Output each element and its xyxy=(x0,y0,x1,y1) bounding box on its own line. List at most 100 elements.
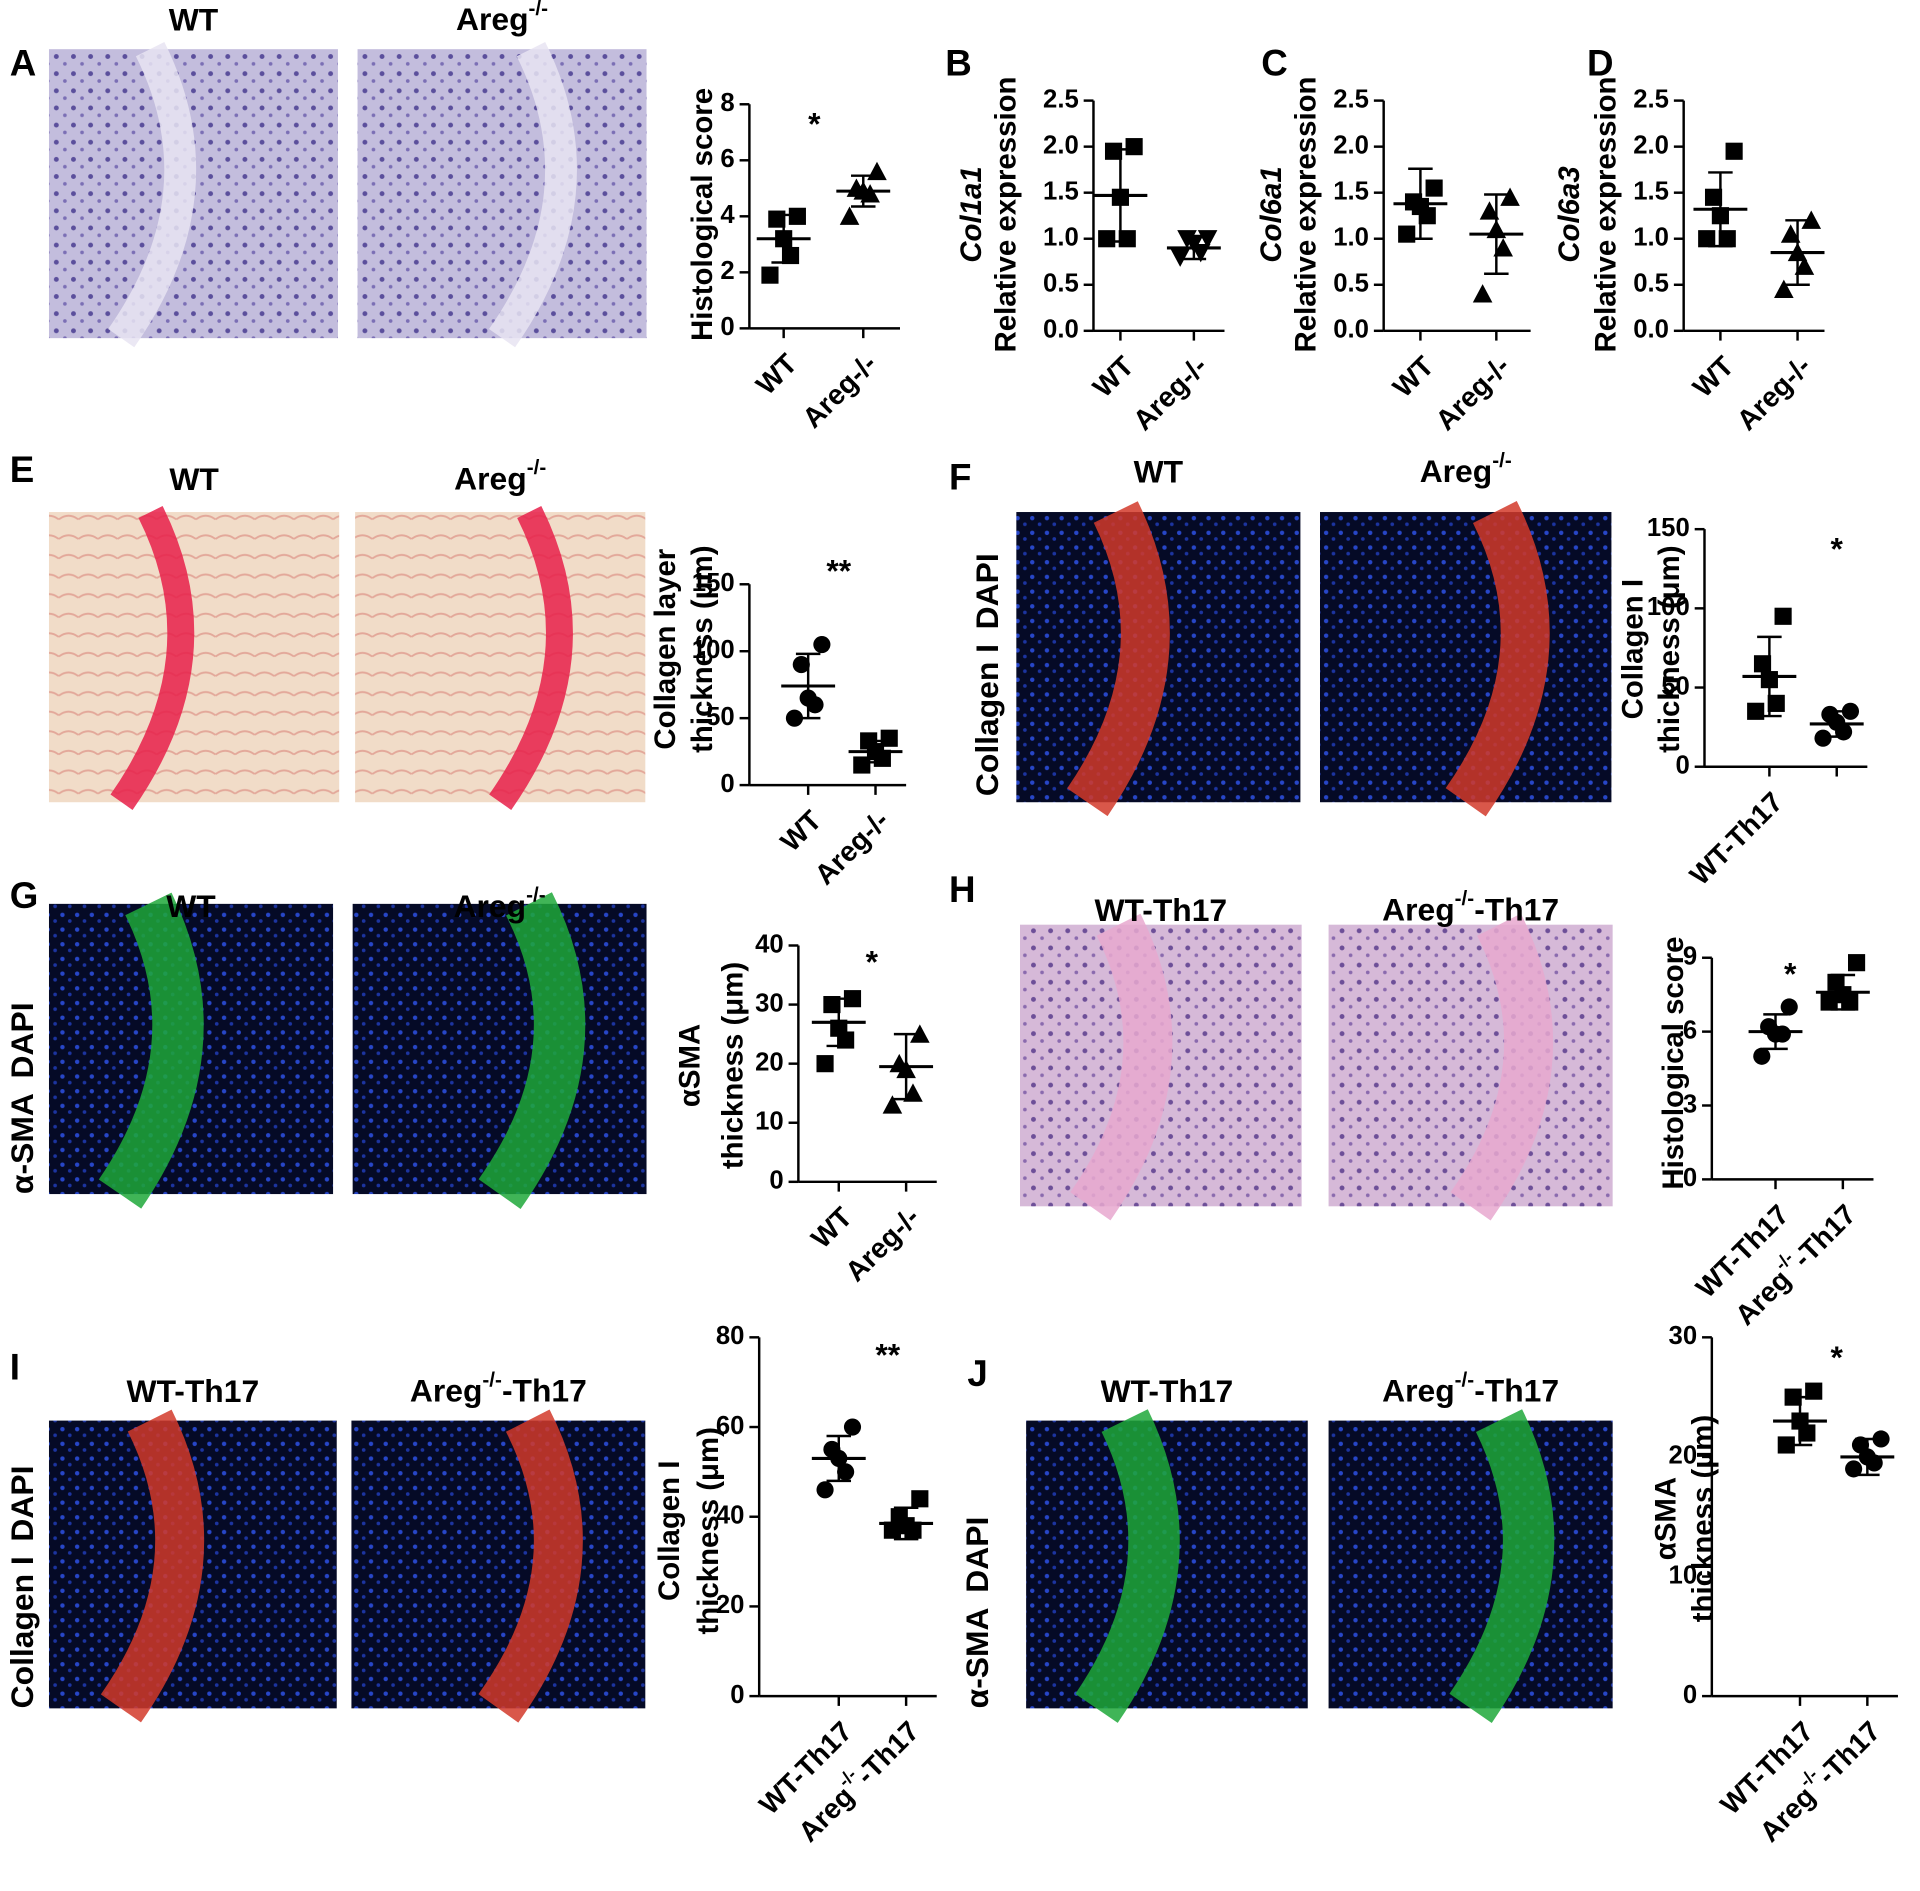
panel: I WT-Th17 Areg-/--Th17 Collagen I DAPI 0 20 40 6… xyxy=(4,1322,937,1848)
data-point xyxy=(1725,142,1743,160)
y-tick-label: 0.5 xyxy=(1633,270,1669,298)
y-tick-label: 1.5 xyxy=(1043,177,1079,205)
tissue-layer xyxy=(1445,501,1550,817)
stain-label: α-SMA xyxy=(959,1607,995,1708)
x-tick-label: Areg-/- xyxy=(1731,350,1817,436)
image-label: WT-Th17 xyxy=(1101,1373,1234,1409)
error-bar xyxy=(1785,219,1810,286)
y-tick-label: 2.5 xyxy=(1333,85,1369,113)
y-tick-label: 0 xyxy=(1683,1681,1697,1709)
y-tick-label: 2.5 xyxy=(1633,85,1669,113)
y-tick-label: 1.0 xyxy=(1633,224,1669,252)
tissue-layer xyxy=(478,1409,583,1723)
image-label: WT-Th17 xyxy=(1095,892,1228,928)
y-tick-label: 0 xyxy=(1683,1164,1697,1192)
y-axis-label: Collagen I xyxy=(1616,579,1649,719)
y-tick-label: 2.0 xyxy=(1633,131,1669,159)
tissue-layer xyxy=(478,892,586,1209)
y-axis-label: thickness (μm) xyxy=(692,1427,725,1634)
y-tick-label: 40 xyxy=(716,1502,745,1530)
micrograph xyxy=(355,512,646,803)
tissue-layer xyxy=(489,506,573,810)
data-point xyxy=(904,1521,922,1539)
tissue-layer xyxy=(1075,1409,1180,1723)
error-bar xyxy=(1708,171,1733,248)
error-bar xyxy=(771,213,796,264)
data-point xyxy=(1479,201,1500,220)
y-tick-label: 80 xyxy=(716,1322,745,1350)
stain-label: DAPI xyxy=(4,1002,40,1078)
error-bar xyxy=(826,997,852,1048)
data-point xyxy=(1773,1025,1791,1043)
significance-label: * xyxy=(1831,531,1844,567)
y-tick-label: 20 xyxy=(755,1048,784,1076)
panel: B 0.0 0.5 1.0 1.5 2.0 2.5 Col1a1 Relative expres… xyxy=(945,43,1225,436)
data-point xyxy=(1170,248,1190,267)
error-bar xyxy=(893,1032,919,1101)
y-tick-label: 10 xyxy=(755,1108,784,1136)
micrograph xyxy=(351,1420,646,1709)
micrograph xyxy=(357,49,647,339)
x-tick-label: WT xyxy=(805,1201,858,1254)
data-point xyxy=(1805,1382,1823,1400)
y-tick-label: 0 xyxy=(730,1681,744,1709)
y-axis-label: αSMA xyxy=(1650,1477,1683,1560)
y-tick-label: 6 xyxy=(1683,1016,1697,1044)
data-point xyxy=(792,656,810,674)
image-label: Areg-/- xyxy=(454,884,546,924)
error-bar xyxy=(1181,235,1207,261)
x-tick-label: Areg-/- xyxy=(796,348,882,434)
y-axis-label: thickness (μm) xyxy=(686,546,719,753)
y-tick-label: 0.0 xyxy=(1633,316,1669,344)
tissue-layer xyxy=(1070,913,1173,1221)
data-point xyxy=(1704,188,1723,206)
y-tick-label: 2.0 xyxy=(1043,131,1079,159)
x-tick-label: Areg-/- xyxy=(839,1201,925,1287)
y-tick-label: 20 xyxy=(1669,1442,1698,1470)
data-point xyxy=(1104,142,1123,160)
data-point xyxy=(1753,1047,1771,1065)
y-tick-label: 100 xyxy=(692,636,735,664)
data-point xyxy=(837,1463,855,1481)
data-point xyxy=(1747,702,1765,720)
tissue-layer xyxy=(108,42,197,348)
micrograph xyxy=(352,903,647,1195)
error-bar xyxy=(851,174,876,208)
x-tick-label: Areg-/- xyxy=(809,805,895,891)
y-tick-label: 0 xyxy=(720,313,734,341)
y-tick-label: 9 xyxy=(1683,943,1697,971)
data-point xyxy=(867,161,887,181)
data-point xyxy=(1798,1424,1816,1442)
data-point xyxy=(806,696,824,714)
data-point xyxy=(1125,138,1143,156)
micrograph xyxy=(1328,924,1613,1207)
data-point xyxy=(1098,230,1116,248)
stain-label: DAPI xyxy=(4,1466,40,1542)
y-tick-label: 30 xyxy=(1669,1322,1698,1350)
tissue-layer xyxy=(98,892,204,1209)
image-label: WT xyxy=(166,888,216,924)
stain-label: DAPI xyxy=(959,1517,995,1593)
y-axis-label: Col6a3 xyxy=(1553,166,1586,262)
data-point xyxy=(843,1418,862,1436)
y-axis-label: Relative expression xyxy=(1290,77,1323,353)
tissue-layer xyxy=(100,1409,205,1723)
error-bar xyxy=(863,739,888,764)
error-bar xyxy=(1408,167,1433,240)
significance-label: ** xyxy=(875,1336,900,1372)
tissue-layer xyxy=(1450,913,1553,1221)
data-point xyxy=(1472,284,1493,303)
data-point xyxy=(1767,694,1785,712)
y-tick-label: 0 xyxy=(1675,752,1689,780)
data-point xyxy=(911,1490,929,1508)
y-tick-label: 50 xyxy=(1661,672,1690,700)
y-tick-label: 3 xyxy=(1683,1090,1697,1118)
panel-letter: H xyxy=(949,869,976,910)
data-point xyxy=(1493,238,1513,257)
y-axis-label: Histological score xyxy=(686,88,719,341)
data-point xyxy=(1814,729,1832,747)
y-axis-label: Histological score xyxy=(1657,937,1690,1190)
